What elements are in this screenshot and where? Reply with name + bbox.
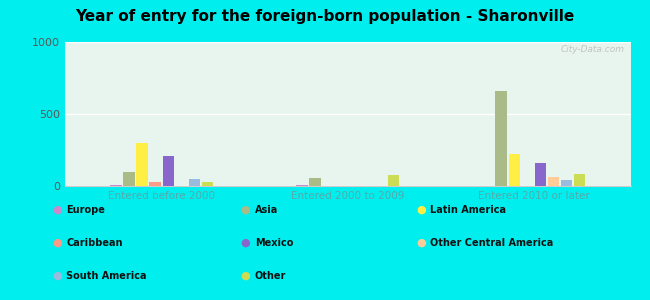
Text: ●: ●: [416, 238, 426, 248]
Text: Other: Other: [255, 271, 286, 281]
Text: Other Central America: Other Central America: [430, 238, 554, 248]
Text: Year of entry for the foreign-born population - Sharonville: Year of entry for the foreign-born popul…: [75, 9, 575, 24]
Text: ●: ●: [52, 238, 62, 248]
Text: Caribbean: Caribbean: [66, 238, 123, 248]
Text: ●: ●: [240, 238, 250, 248]
Bar: [495, 91, 507, 186]
Bar: [162, 156, 174, 186]
Bar: [573, 174, 585, 186]
Text: Latin America: Latin America: [430, 205, 506, 215]
Text: Mexico: Mexico: [255, 238, 293, 248]
Text: City-Data.com: City-Data.com: [561, 45, 625, 54]
Bar: [150, 182, 161, 186]
Bar: [508, 154, 520, 186]
Text: ●: ●: [240, 205, 250, 215]
Bar: [136, 143, 148, 186]
Text: Europe: Europe: [66, 205, 105, 215]
Bar: [534, 163, 546, 186]
Text: ●: ●: [240, 271, 250, 281]
Text: South America: South America: [66, 271, 147, 281]
Bar: [202, 182, 213, 186]
Bar: [547, 177, 559, 186]
Bar: [296, 185, 308, 186]
Bar: [560, 180, 572, 186]
Text: ●: ●: [52, 205, 62, 215]
Text: ●: ●: [416, 205, 426, 215]
Bar: [111, 185, 122, 186]
Bar: [387, 175, 399, 186]
Bar: [124, 172, 135, 186]
Text: Asia: Asia: [255, 205, 278, 215]
Text: ●: ●: [52, 271, 62, 281]
Bar: [309, 178, 321, 186]
Bar: [188, 179, 200, 186]
